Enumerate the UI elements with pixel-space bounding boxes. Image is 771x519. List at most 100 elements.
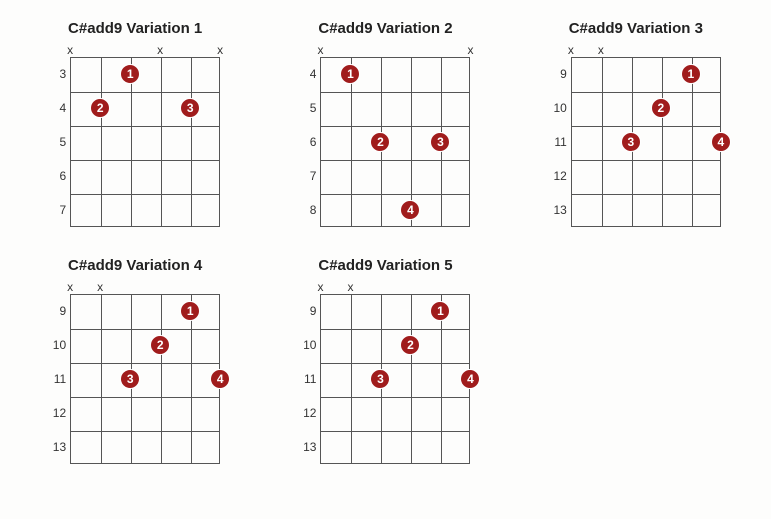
fret-number-label: 12: [50, 406, 66, 420]
finger-dot: 2: [90, 98, 110, 118]
fret-number-label: 10: [300, 338, 316, 352]
fret-wire: [321, 431, 469, 432]
fret-area: 9101112131234: [320, 294, 470, 464]
fret-number-label: 3: [50, 67, 66, 81]
fret-number-label: 12: [300, 406, 316, 420]
finger-dot: 2: [651, 98, 671, 118]
fret-wire: [572, 160, 720, 161]
fret-number-label: 4: [50, 101, 66, 115]
finger-dot: 4: [711, 132, 731, 152]
string-line: [101, 295, 102, 463]
mute-marker: x: [317, 43, 323, 57]
fret-number-label: 13: [551, 203, 567, 217]
chord-diagram: C#add9 Variation 5xx9101112131234: [280, 257, 490, 464]
fret-number-label: 12: [551, 169, 567, 183]
mute-row: xx: [320, 43, 470, 57]
fret-wire: [71, 160, 219, 161]
finger-dot: 3: [621, 132, 641, 152]
finger-dot: 4: [400, 200, 420, 220]
chord-fretboard-wrapper: xxx34567123: [50, 43, 220, 227]
fret-number-label: 9: [300, 304, 316, 318]
fretboard-grid: [571, 57, 721, 227]
fret-wire: [321, 329, 469, 330]
fret-number-label: 11: [50, 372, 66, 386]
chord-diagram: C#add9 Variation 4xx9101112131234: [30, 257, 240, 464]
finger-dot: 3: [370, 369, 390, 389]
fret-wire: [321, 194, 469, 195]
fret-wire: [321, 397, 469, 398]
string-line: [101, 58, 102, 226]
mute-marker: x: [598, 43, 604, 57]
finger-dot: 2: [400, 335, 420, 355]
fret-number-label: 7: [50, 203, 66, 217]
fret-wire: [321, 126, 469, 127]
chord-diagram: C#add9 Variation 1xxx34567123: [30, 20, 240, 227]
finger-dot: 1: [340, 64, 360, 84]
fret-wire: [71, 363, 219, 364]
chord-grid: C#add9 Variation 1xxx34567123C#add9 Vari…: [30, 20, 741, 464]
finger-dot: 3: [120, 369, 140, 389]
fret-number-label: 6: [50, 169, 66, 183]
fret-area: 456781234: [320, 57, 470, 227]
finger-dot: 3: [180, 98, 200, 118]
chord-title: C#add9 Variation 5: [318, 257, 452, 274]
string-line: [161, 295, 162, 463]
fret-number-label: 5: [300, 101, 316, 115]
mute-marker: x: [347, 280, 353, 294]
fretboard-grid: [70, 57, 220, 227]
fret-wire: [71, 431, 219, 432]
fretboard-grid: [320, 294, 470, 464]
string-line: [602, 58, 603, 226]
fret-area: 9101112131234: [571, 57, 721, 227]
finger-dot: 1: [681, 64, 701, 84]
mute-marker: x: [97, 280, 103, 294]
finger-dot: 2: [370, 132, 390, 152]
chord-fretboard-wrapper: xx9101112131234: [551, 43, 721, 227]
fret-wire: [71, 194, 219, 195]
finger-dot: 2: [150, 335, 170, 355]
fret-wire: [321, 160, 469, 161]
finger-dot: 4: [460, 369, 480, 389]
chord-title: C#add9 Variation 4: [68, 257, 202, 274]
fret-number-label: 7: [300, 169, 316, 183]
chord-title: C#add9 Variation 3: [569, 20, 703, 37]
fret-number-label: 9: [50, 304, 66, 318]
fret-wire: [321, 363, 469, 364]
fret-number-label: 4: [300, 67, 316, 81]
fret-wire: [71, 329, 219, 330]
fret-wire: [572, 194, 720, 195]
string-line: [191, 58, 192, 226]
fret-number-label: 13: [50, 440, 66, 454]
fret-wire: [572, 126, 720, 127]
mute-marker: x: [317, 280, 323, 294]
fret-wire: [71, 92, 219, 93]
mute-row: xx: [70, 280, 220, 294]
fret-wire: [71, 397, 219, 398]
mute-marker: x: [217, 43, 223, 57]
chord-fretboard-wrapper: xx456781234: [300, 43, 470, 227]
fret-wire: [321, 92, 469, 93]
mute-marker: x: [467, 43, 473, 57]
fret-wire: [572, 92, 720, 93]
fret-area: 34567123: [70, 57, 220, 227]
finger-dot: 1: [430, 301, 450, 321]
mute-row: xx: [571, 43, 721, 57]
chord-diagram: C#add9 Variation 3xx9101112131234: [531, 20, 741, 227]
string-line: [351, 295, 352, 463]
fret-number-label: 9: [551, 67, 567, 81]
fret-number-label: 8: [300, 203, 316, 217]
chord-diagram: C#add9 Variation 2xx456781234: [280, 20, 490, 227]
fret-wire: [71, 126, 219, 127]
fret-number-label: 5: [50, 135, 66, 149]
chord-fretboard-wrapper: xx9101112131234: [300, 280, 470, 464]
string-line: [161, 58, 162, 226]
chord-fretboard-wrapper: xx9101112131234: [50, 280, 220, 464]
mute-marker: x: [67, 43, 73, 57]
finger-dot: 3: [430, 132, 450, 152]
fret-number-label: 10: [551, 101, 567, 115]
finger-dot: 1: [120, 64, 140, 84]
finger-dot: 4: [210, 369, 230, 389]
mute-marker: x: [157, 43, 163, 57]
fret-number-label: 6: [300, 135, 316, 149]
fret-number-label: 11: [551, 135, 567, 149]
